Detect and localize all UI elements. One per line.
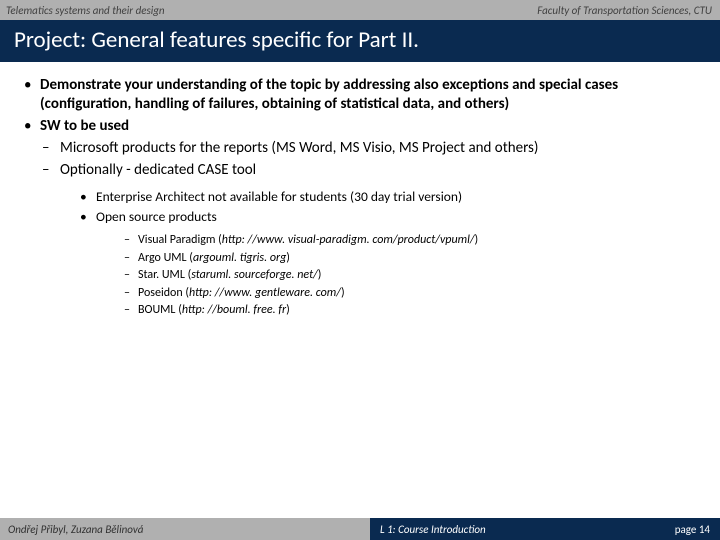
footer-bar: Ondřej Přibyl, Zuzana Bělinová L 1: Cour… (0, 518, 720, 540)
title-band: Project: General features specific for P… (0, 20, 720, 62)
t: Star. UML ( (138, 268, 191, 282)
link-text: argouml. tigris. org (193, 251, 286, 265)
t: ) (286, 303, 290, 317)
product-list: Visual Paradigm (http: //www. visual-par… (124, 233, 698, 318)
slide-title: Project: General features specific for P… (14, 26, 706, 54)
header-bar: Telematics systems and their design Facu… (0, 0, 720, 20)
footer-page: page 14 (675, 523, 710, 536)
t: Poseidon ( (138, 286, 189, 300)
link-text: http: //www. visual-paradigm. com/produc… (222, 233, 475, 247)
bullet-text: Optionally - dedicated CASE tool (60, 161, 256, 179)
t: ) (286, 251, 290, 265)
footer-lecture: L 1: Course Introduction (380, 523, 675, 536)
header-right: Faculty of Transportation Sciences, CTU (370, 4, 720, 17)
list-item: Microsoft products for the reports (MS W… (40, 139, 698, 158)
bullet-text: SW to be used (40, 117, 129, 135)
list-item: Optionally - dedicated CASE tool Enterpr… (40, 161, 698, 319)
content-area: Demonstrate your understanding of the to… (0, 62, 720, 318)
list-item: Star. UML (staruml. sourceforge. net/) (124, 268, 698, 283)
list-item: Open source products Visual Paradigm (ht… (80, 208, 698, 318)
t: Argo UML ( (138, 251, 193, 265)
sub-sub-list: Enterprise Architect not available for s… (80, 188, 698, 318)
bullet-text: Demonstrate your understanding of the to… (40, 76, 618, 113)
link-text: staruml. sourceforge. net/ (191, 268, 318, 282)
list-item: Enterprise Architect not available for s… (80, 188, 698, 205)
t: Visual Paradigm ( (138, 233, 222, 247)
footer-authors: Ondřej Přibyl, Zuzana Bělinová (0, 518, 370, 540)
sub-list: Microsoft products for the reports (MS W… (40, 139, 698, 319)
link-text: http: //www. gentleware. com/ (189, 286, 341, 300)
t: BOUML ( (138, 303, 182, 317)
link-text: http: //bouml. free. fr (182, 303, 286, 317)
list-item: SW to be used Microsoft products for the… (22, 117, 698, 318)
list-item: Visual Paradigm (http: //www. visual-par… (124, 233, 698, 248)
list-item: BOUML (http: //bouml. free. fr) (124, 303, 698, 318)
footer-right: L 1: Course Introduction page 14 (370, 518, 720, 540)
bullet-list: Demonstrate your understanding of the to… (22, 76, 698, 318)
list-item: Argo UML (argouml. tigris. org) (124, 251, 698, 266)
t: ) (475, 233, 479, 247)
header-left: Telematics systems and their design (0, 4, 370, 17)
bullet-text: Open source products (96, 208, 217, 225)
list-item: Demonstrate your understanding of the to… (22, 76, 698, 114)
t: ) (318, 268, 322, 282)
t: ) (341, 286, 345, 300)
list-item: Poseidon (http: //www. gentleware. com/) (124, 286, 698, 301)
